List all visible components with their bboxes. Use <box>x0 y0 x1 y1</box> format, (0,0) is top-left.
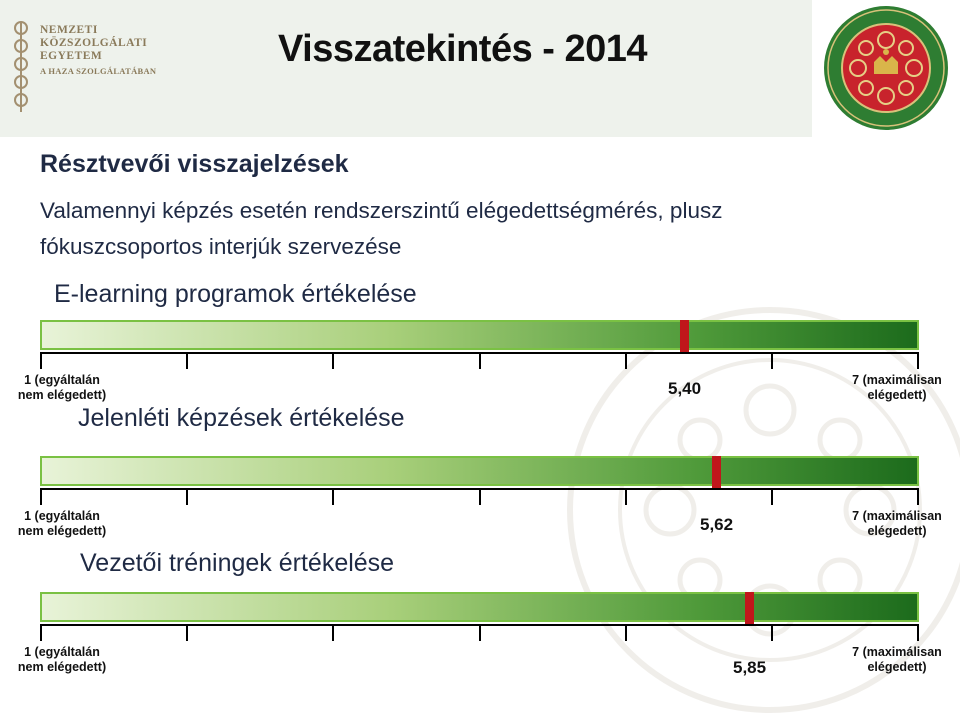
scale-max-label: 7 (maximálisan elégedett) <box>838 645 956 675</box>
body-text-line-1: Valamennyi képzés esetén rendszerszintű … <box>40 198 723 223</box>
axis-tick <box>479 624 481 641</box>
axis-tick <box>186 352 188 369</box>
rating-title: Jelenléti képzések értékelése <box>78 404 405 432</box>
scale-max-label-line-2: elégedett) <box>867 388 927 402</box>
rating-title: Vezetői tréningek értékelése <box>80 549 395 577</box>
logo-line-3: EGYETEM <box>40 50 103 62</box>
scale-max-label-line-1: 7 (maximálisan <box>852 373 942 387</box>
axis-tick <box>771 352 773 369</box>
axis-tick <box>771 624 773 641</box>
page-title: Visszatekintés - 2014 <box>278 28 648 70</box>
axis-tick <box>917 488 919 505</box>
rating-marker <box>712 456 721 488</box>
axis-tick <box>40 624 42 641</box>
rating-title: E-learning programok értékelése <box>54 280 417 308</box>
scale-min-label: 1 (egyáltalán nem elégedett) <box>2 645 122 675</box>
axis-tick <box>332 352 334 369</box>
seal-area <box>812 0 960 137</box>
axis-tick <box>625 352 627 369</box>
axis-tick <box>479 488 481 505</box>
scale-max-label-line-2: elégedett) <box>867 660 927 674</box>
body-text-line-2: fókuszcsoportos interjúk szervezése <box>40 234 402 259</box>
scale-min-label-line-1: 1 (egyáltalán <box>24 373 100 387</box>
logo-tagline: A HAZA SZOLGÁLATÁBAN <box>40 66 157 76</box>
scale-min-label-line-2: nem elégedett) <box>17 388 107 402</box>
logo-ornament-icon <box>14 21 28 112</box>
scale-max-label: 7 (maximálisan elégedett) <box>838 373 956 403</box>
scale-min-label-line-2: nem elégedett) <box>17 660 107 674</box>
axis-tick <box>332 624 334 641</box>
scale-min-label-line-1: 1 (egyáltalán <box>24 509 100 523</box>
scale-min-label: 1 (egyáltalán nem elégedett) <box>2 509 122 539</box>
rating-bar <box>40 456 919 488</box>
rating-axis <box>40 352 919 369</box>
university-logo: NEMZETI KÖZSZOLGÁLATI EGYETEM A HAZA SZO… <box>8 18 158 118</box>
axis-tick <box>625 488 627 505</box>
scale-max-label-line-2: elégedett) <box>867 524 927 538</box>
rating-bar <box>40 592 919 624</box>
university-seal-icon <box>824 6 948 130</box>
scale-max-label-line-1: 7 (maximálisan <box>852 645 942 659</box>
section-subheading: Résztvevői visszajelzések <box>40 150 349 178</box>
rating-marker <box>745 592 754 624</box>
axis-tick <box>186 624 188 641</box>
axis-tick <box>40 488 42 505</box>
rating-value: 5,62 <box>700 515 734 534</box>
rating-value: 5,85 <box>733 658 767 677</box>
axis-tick <box>771 488 773 505</box>
rating-axis <box>40 624 919 641</box>
axis-tick <box>332 488 334 505</box>
logo-line-1: NEMZETI <box>40 24 98 36</box>
rating-bar <box>40 320 919 352</box>
axis-tick <box>186 488 188 505</box>
logo-text: NEMZETI KÖZSZOLGÁLATI EGYETEM A HAZA SZO… <box>40 24 160 78</box>
rating-axis <box>40 488 919 505</box>
scale-max-label: 7 (maximálisan elégedett) <box>838 509 956 539</box>
axis-tick <box>479 352 481 369</box>
rating-value: 5,40 <box>668 379 702 398</box>
axis-tick <box>40 352 42 369</box>
axis-tick <box>917 352 919 369</box>
logo-line-2: KÖZSZOLGÁLATI <box>40 37 148 49</box>
scale-min-label: 1 (egyáltalán nem elégedett) <box>2 373 122 403</box>
rating-marker <box>680 320 689 352</box>
header-band <box>0 0 812 137</box>
scale-min-label-line-1: 1 (egyáltalán <box>24 645 100 659</box>
scale-max-label-line-1: 7 (maximálisan <box>852 509 942 523</box>
scale-min-label-line-2: nem elégedett) <box>17 524 107 538</box>
axis-tick <box>625 624 627 641</box>
axis-tick <box>917 624 919 641</box>
